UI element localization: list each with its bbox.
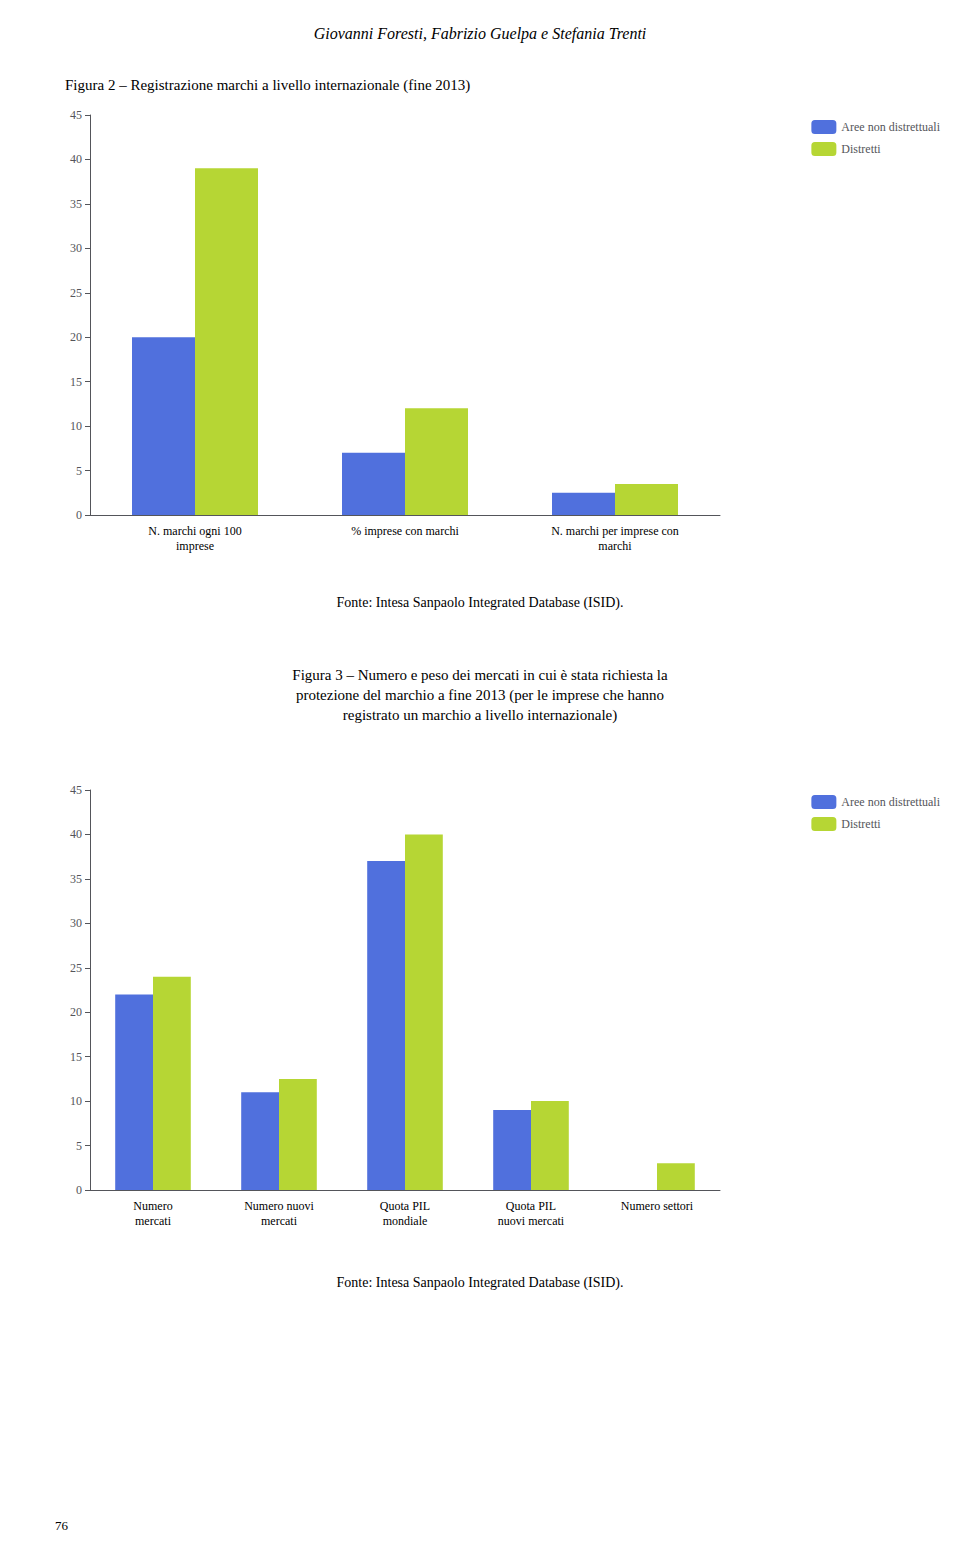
svg-text:N. marchi ogni 100: N. marchi ogni 100 — [148, 524, 241, 538]
svg-text:Numero nuovi: Numero nuovi — [244, 1199, 314, 1213]
svg-text:Figura 2 – Registrazione march: Figura 2 – Registrazione marchi a livell… — [65, 77, 470, 94]
svg-text:Numero: Numero — [133, 1199, 172, 1213]
svg-text:30: 30 — [70, 916, 82, 930]
svg-text:Distretti: Distretti — [841, 142, 881, 156]
svg-text:N. marchi per imprese con: N. marchi per imprese con — [551, 524, 679, 538]
svg-text:marchi: marchi — [598, 539, 632, 553]
svg-text:Numero settori: Numero settori — [621, 1199, 694, 1213]
svg-text:protezione del marchio a fine: protezione del marchio a fine 2013 (per … — [296, 687, 664, 704]
svg-text:Aree non distrettuali: Aree non distrettuali — [841, 120, 940, 134]
svg-text:20: 20 — [70, 1005, 82, 1019]
svg-text:40: 40 — [70, 152, 82, 166]
svg-text:Quota PIL: Quota PIL — [380, 1199, 430, 1213]
svg-text:76: 76 — [55, 1518, 69, 1533]
svg-text:10: 10 — [70, 1094, 82, 1108]
svg-text:5: 5 — [76, 1139, 82, 1153]
svg-text:45: 45 — [70, 783, 82, 797]
svg-text:15: 15 — [70, 375, 82, 389]
svg-text:30: 30 — [70, 241, 82, 255]
svg-text:20: 20 — [70, 330, 82, 344]
svg-text:registrato un marchio a livell: registrato un marchio a livello internaz… — [343, 707, 617, 724]
svg-text:0: 0 — [76, 508, 82, 522]
svg-text:mondiale: mondiale — [383, 1214, 428, 1228]
svg-text:nuovi mercati: nuovi mercati — [498, 1214, 565, 1228]
svg-text:% imprese con marchi: % imprese con marchi — [351, 524, 459, 538]
svg-text:25: 25 — [70, 961, 82, 975]
svg-text:0: 0 — [76, 1183, 82, 1197]
svg-text:imprese: imprese — [176, 539, 214, 553]
svg-text:10: 10 — [70, 419, 82, 433]
svg-text:mercati: mercati — [261, 1214, 298, 1228]
svg-text:40: 40 — [70, 827, 82, 841]
svg-text:45: 45 — [70, 108, 82, 122]
svg-text:35: 35 — [70, 872, 82, 886]
svg-text:Distretti: Distretti — [841, 817, 881, 831]
svg-text:mercati: mercati — [135, 1214, 172, 1228]
svg-text:Figura 3 – Numero e peso dei m: Figura 3 – Numero e peso dei mercati in … — [292, 667, 668, 683]
svg-text:15: 15 — [70, 1050, 82, 1064]
svg-text:35: 35 — [70, 197, 82, 211]
svg-text:Quota PIL: Quota PIL — [506, 1199, 556, 1213]
svg-text:Aree non distrettuali: Aree non distrettuali — [841, 795, 940, 809]
svg-text:25: 25 — [70, 286, 82, 300]
svg-text:Fonte: Intesa Sanpaolo Integra: Fonte: Intesa Sanpaolo Integrated Databa… — [337, 1275, 624, 1291]
svg-text:5: 5 — [76, 464, 82, 478]
svg-text:Fonte: Intesa Sanpaolo Integra: Fonte: Intesa Sanpaolo Integrated Databa… — [337, 595, 624, 611]
svg-text:Giovanni Foresti, Fabrizio Gue: Giovanni Foresti, Fabrizio Guelpa e Stef… — [314, 25, 647, 43]
